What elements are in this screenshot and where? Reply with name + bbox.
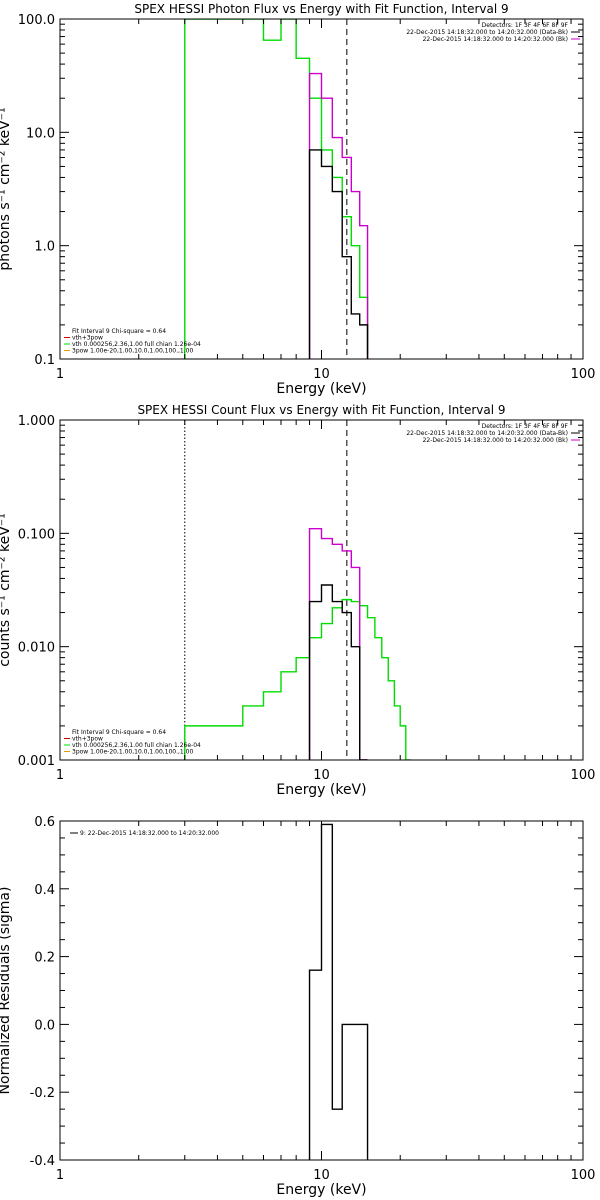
- x-tick-label: 10: [313, 768, 330, 783]
- header-text: Detectors: 1F 3F 4F 6F 8F 9F: [482, 22, 569, 29]
- y-tick-label: 0.4: [34, 883, 55, 898]
- header-text: Detectors: 1F 3F 4F 6F 8F 9F: [482, 423, 569, 430]
- plot-frame: [59, 18, 584, 360]
- y-tick-label: 0.010: [18, 641, 55, 656]
- series-group: [308, 823, 369, 1160]
- legend-text: Fit Interval 9 Chi-square = 0.64: [72, 328, 166, 335]
- header-text: 22-Dec-2015 14:18:32.000 to 14:20:32.000…: [423, 36, 568, 43]
- y-tick-label: 1.000: [18, 414, 55, 429]
- x-tick-label: 100: [571, 768, 596, 783]
- series-group: [184, 19, 369, 359]
- series-black-line: [308, 584, 368, 760]
- legend-text: vth+3pow: [72, 736, 103, 743]
- x-tick-label: 100: [571, 367, 596, 382]
- chart-title: SPEX HESSI Count Flux vs Energy with Fit…: [137, 403, 505, 417]
- series-magenta-line: [308, 72, 369, 359]
- header-text: 22-Dec-2015 14:18:32.000 to 14:20:32.000…: [406, 430, 568, 437]
- x-tick-label: 1: [56, 1168, 64, 1183]
- series-group: [184, 527, 412, 760]
- x-tick-label: 100: [571, 1168, 596, 1183]
- x-axis-label: Energy (keV): [276, 782, 366, 798]
- y-tick-label: 0.2: [34, 951, 55, 966]
- y-tick-label: 0.6: [34, 815, 55, 830]
- header-text: 22-Dec-2015 14:18:32.000 to 14:20:32.000…: [423, 437, 568, 444]
- y-tick-label: -0.4: [30, 1154, 55, 1169]
- y-tick-label: 100.0: [18, 13, 55, 28]
- series-black-line: [308, 823, 369, 1160]
- y-axis-label: Normalized Residuals (sigma): [0, 887, 13, 1095]
- chart-title: SPEX HESSI Photon Flux vs Energy with Fi…: [134, 2, 508, 16]
- panel-2: SPEX HESSI Count Flux vs Energy with Fit…: [0, 403, 595, 798]
- legend-text: vth 0.000256,2.36,1.00 full chian 1.26e-…: [72, 742, 201, 749]
- series-green-line: [184, 598, 412, 760]
- series-green-line: [184, 19, 369, 359]
- series-magenta-line: [308, 527, 368, 760]
- y-axis-label: photons s⁻¹ cm⁻² keV⁻¹: [0, 107, 13, 270]
- legend-text: 3pow 1.00e-20,1.00,10.0,1.00,100.,1.00: [72, 348, 193, 355]
- y-tick-label: -0.2: [30, 1086, 55, 1101]
- series-black-line: [308, 149, 369, 359]
- header-text: 22-Dec-2015 14:18:32.000 to 14:20:32.000…: [406, 29, 568, 36]
- y-tick-label: 10.0: [26, 126, 55, 141]
- y-tick-label: 0.1: [34, 353, 55, 368]
- legend-text: vth 0.000256,2.36,1.00 full chian 1.26e-…: [72, 341, 201, 348]
- legend-text: Fit Interval 9 Chi-square = 0.64: [72, 729, 166, 736]
- x-axis-label: Energy (keV): [276, 381, 366, 397]
- legend-text: 3pow 1.00e-20,1.00,10.0,1.00,100.,1.00: [72, 749, 193, 756]
- x-axis-label: Energy (keV): [276, 1182, 366, 1198]
- panel-3: 1 10 100 -0.4 -0.2 0.0 0.2 0.4 0.6 Energy (keV) No…: [0, 815, 595, 1198]
- y-tick-label: 1.0: [34, 240, 55, 255]
- y-tick-label: 0.100: [18, 527, 55, 542]
- x-tick-label: 1: [56, 768, 64, 783]
- legend-text: vth+3pow: [72, 335, 103, 342]
- x-tick-label: 10: [313, 1168, 330, 1183]
- panel-1: SPEX HESSI Photon Flux vs Energy with Fi…: [0, 2, 595, 397]
- y-tick-label: 0.001: [18, 754, 55, 769]
- x-tick-label: 1: [56, 367, 64, 382]
- y-tick-label: 0.0: [34, 1018, 55, 1033]
- legend-text: 9: 22-Dec-2015 14:18:32.000 to 14:20:32.…: [80, 830, 219, 837]
- x-tick-label: 10: [313, 367, 330, 382]
- y-axis-label: counts s⁻¹ cm⁻² keV⁻¹: [0, 513, 13, 667]
